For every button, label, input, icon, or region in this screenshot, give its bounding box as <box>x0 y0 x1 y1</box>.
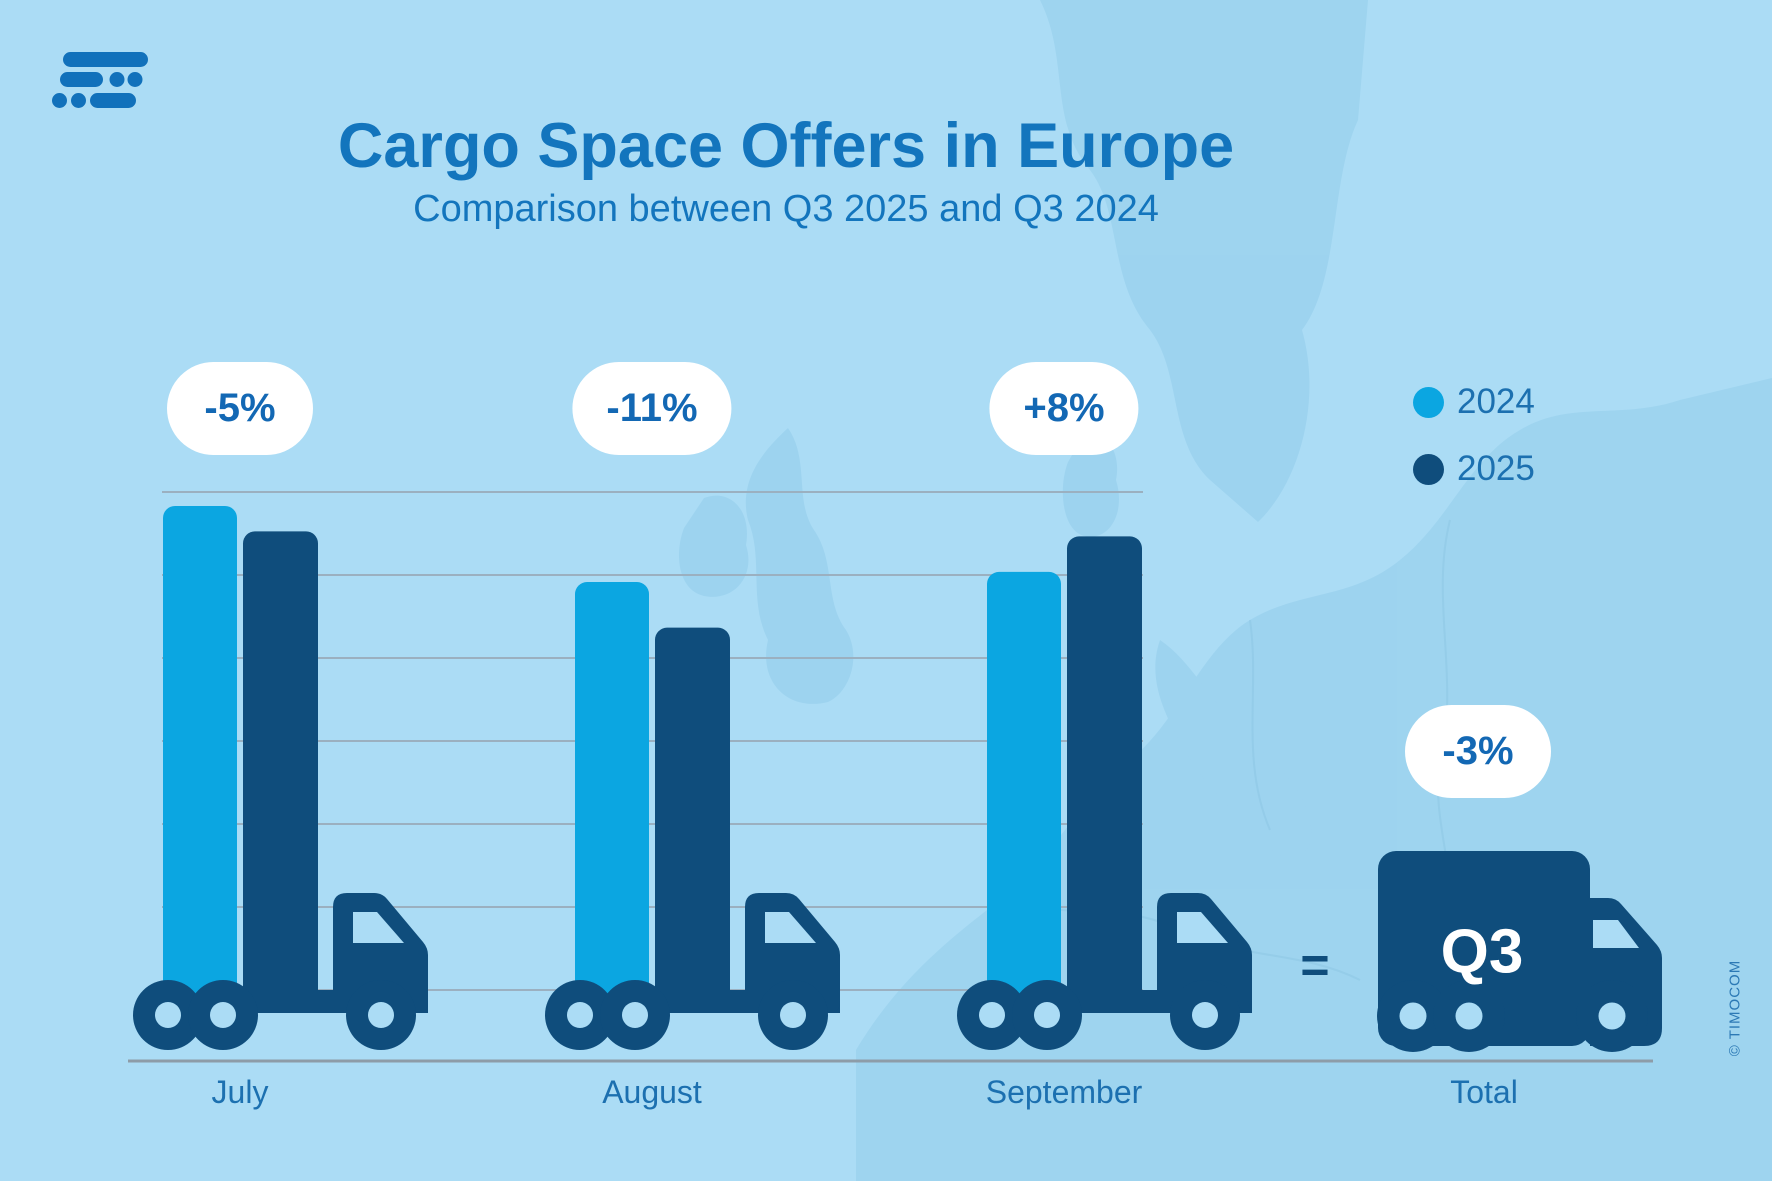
axis-label-july: July <box>211 1074 269 1110</box>
truck-cab-window <box>765 912 816 943</box>
change-badge-total: -3% <box>1405 705 1551 798</box>
equals-sign: = <box>1300 937 1330 993</box>
truck-chart-july <box>133 506 428 1050</box>
page-title: Cargo Space Offers in Europe <box>337 111 1235 181</box>
bar-2025-september <box>1067 536 1142 1013</box>
legend-label-2025: 2025 <box>1457 449 1535 488</box>
truck-wheels <box>545 980 828 1050</box>
truck-cab-window <box>353 912 404 943</box>
timocom-logo <box>52 52 148 108</box>
total-truck: Q3 <box>1377 851 1662 1052</box>
truck-cab-window <box>1593 920 1639 948</box>
truck-cab-window <box>1177 912 1228 943</box>
change-badge-september: +8% <box>989 362 1139 455</box>
bar-2024-august <box>575 582 649 1013</box>
axis-label-september: September <box>985 1074 1143 1110</box>
bar-2025-july <box>243 531 318 1013</box>
legend-color-dot-2025 <box>1413 453 1444 485</box>
page-subtitle: Comparison between Q3 2025 and Q3 2024 <box>413 188 1159 230</box>
bar-2024-july <box>163 506 237 1013</box>
axis-label-total: Total <box>1450 1074 1518 1110</box>
bar-2025-august <box>655 627 730 1013</box>
legend-item-2024: 2024 <box>1413 382 1535 422</box>
truck-wheels <box>1377 980 1648 1052</box>
truck-chart-august <box>545 582 840 1050</box>
bar-2024-september <box>987 571 1061 1013</box>
truck-chart-september <box>957 536 1252 1050</box>
truck-wheels <box>133 980 416 1050</box>
legend-label-2024: 2024 <box>1457 382 1535 421</box>
axis-label-august: August <box>602 1074 702 1110</box>
truck-wheels <box>957 980 1240 1050</box>
legend-color-dot-2024 <box>1413 386 1444 418</box>
total-truck-q3-label: Q3 <box>1441 918 1524 987</box>
change-badge-august: -11% <box>572 362 732 455</box>
copyright-note: © TIMOCOM <box>1726 959 1744 1057</box>
legend-item-2025: 2025 <box>1413 449 1535 489</box>
change-badge-july: -5% <box>167 362 313 455</box>
